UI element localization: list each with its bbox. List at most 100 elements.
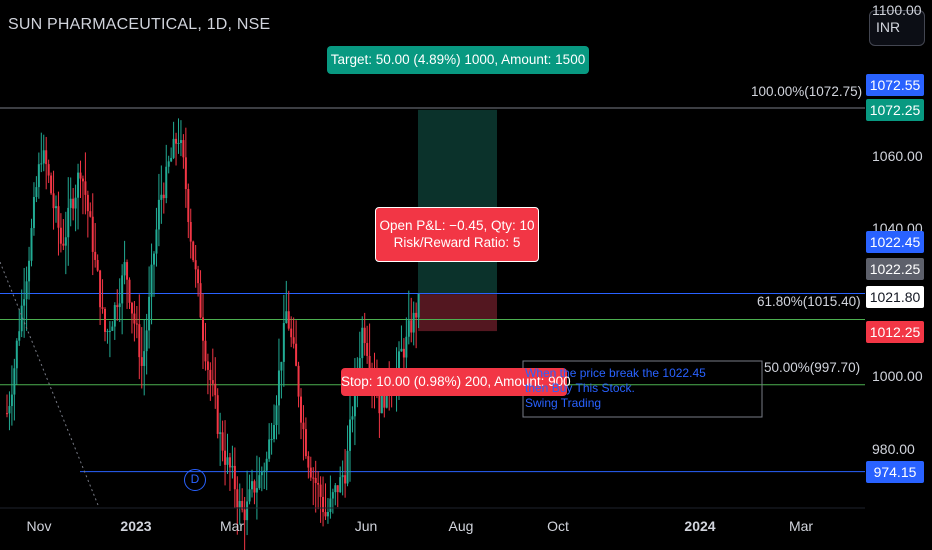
candle-body <box>209 369 212 381</box>
candle-body <box>47 164 50 176</box>
candle-body <box>344 475 347 484</box>
candle-body <box>86 194 89 212</box>
candle-body <box>52 193 55 209</box>
candle-body <box>143 351 146 366</box>
candle-body <box>133 313 136 324</box>
candle-body <box>89 211 92 217</box>
candle-body <box>64 237 67 246</box>
price-badge-1072-55: 1072.55 <box>866 74 924 96</box>
time-tick-mar: Mar <box>219 518 245 534</box>
candle-body <box>341 475 344 478</box>
candle-body <box>194 260 197 270</box>
price-tick-1000: 1000.00 <box>872 368 923 384</box>
candle-body <box>255 488 258 493</box>
candle-body <box>265 458 268 471</box>
candle-body <box>118 303 121 308</box>
candle-body <box>32 196 35 229</box>
candle-body <box>62 243 65 246</box>
candle-body <box>285 311 288 324</box>
candle-body <box>353 380 356 417</box>
candle-body <box>175 138 178 144</box>
candle-body <box>363 327 366 344</box>
candle-body <box>292 337 295 344</box>
candle-body <box>351 416 354 420</box>
candle-body <box>197 269 200 284</box>
candle-body <box>314 477 317 483</box>
candle-body <box>138 324 141 358</box>
candle-body <box>358 358 361 370</box>
price-badge-last-price: 1021.80 <box>866 286 924 308</box>
candle-body <box>319 484 322 497</box>
candle-body <box>287 311 290 329</box>
candle-body <box>260 471 263 476</box>
candle-body <box>199 283 202 318</box>
fib-label-50: 50.00%(997.70) <box>764 360 861 375</box>
candle-body <box>67 207 70 238</box>
candle-body <box>248 489 251 502</box>
candle-body <box>297 365 300 397</box>
candle-body <box>383 393 386 408</box>
candle-body <box>346 450 349 484</box>
candle-body <box>243 509 246 521</box>
candle-body <box>160 194 163 200</box>
stop-label: Stop: 10.00 (0.98%) 200, Amount: 900 <box>341 368 571 396</box>
candle-body <box>192 241 195 261</box>
candle-body <box>349 419 351 451</box>
candle-body <box>18 331 21 341</box>
candle-body <box>182 140 185 158</box>
candle-body <box>96 259 99 271</box>
candle-body <box>219 432 222 434</box>
candle-body <box>55 206 57 209</box>
candle-body <box>415 312 418 318</box>
fib-label-618: 61.80%(1015.40) <box>757 294 861 309</box>
candle-body <box>99 270 102 308</box>
time-tick-oct: Oct <box>547 518 569 534</box>
candle-body <box>8 406 11 414</box>
candle-body <box>282 323 285 362</box>
candle-body <box>221 432 224 451</box>
candle-body <box>378 394 381 414</box>
candle-body <box>116 305 119 308</box>
candle-body <box>228 457 231 468</box>
candle-body <box>380 393 383 414</box>
candle-body <box>79 172 82 179</box>
candle-body <box>307 456 310 468</box>
stop-zone-rect <box>418 294 497 332</box>
candle-body <box>167 161 170 167</box>
open-pnl-label: Open P&L: −0.45, Qty: 10 Risk/Reward Rat… <box>375 207 539 262</box>
candle-body <box>84 181 87 195</box>
target-label: Target: 50.00 (4.89%) 1000, Amount: 1500 <box>327 46 589 74</box>
candle-body <box>45 150 48 165</box>
candle-body <box>238 501 241 508</box>
candle-body <box>140 357 143 366</box>
candle-body <box>177 142 180 144</box>
candle-body <box>153 253 155 265</box>
candle-body <box>179 140 182 143</box>
trendline <box>0 261 99 506</box>
candle-body <box>121 275 124 304</box>
candle-body <box>211 380 214 384</box>
price-badge-1012-25: 1012.25 <box>866 321 924 343</box>
dividend-marker[interactable]: D <box>184 469 206 491</box>
candle-body <box>57 206 60 228</box>
currency-button[interactable]: INR <box>869 10 925 46</box>
candle-body <box>10 394 13 407</box>
candle-body <box>236 489 239 508</box>
candle-body <box>273 425 276 440</box>
candle-body <box>410 320 413 333</box>
candle-body <box>417 293 420 318</box>
candle-body <box>108 330 111 332</box>
time-tick-2023: 2023 <box>120 518 152 534</box>
candle-body <box>402 348 405 358</box>
candle-body <box>106 330 109 332</box>
candle-body <box>35 187 38 197</box>
candle-body <box>400 348 403 352</box>
candle-body <box>25 281 28 300</box>
candle-body <box>407 320 410 337</box>
candle-body <box>405 336 408 358</box>
candle-body <box>148 296 151 331</box>
candle-body <box>128 279 131 303</box>
price-tick-980: 980.00 <box>872 441 915 457</box>
candle-body <box>268 439 271 459</box>
